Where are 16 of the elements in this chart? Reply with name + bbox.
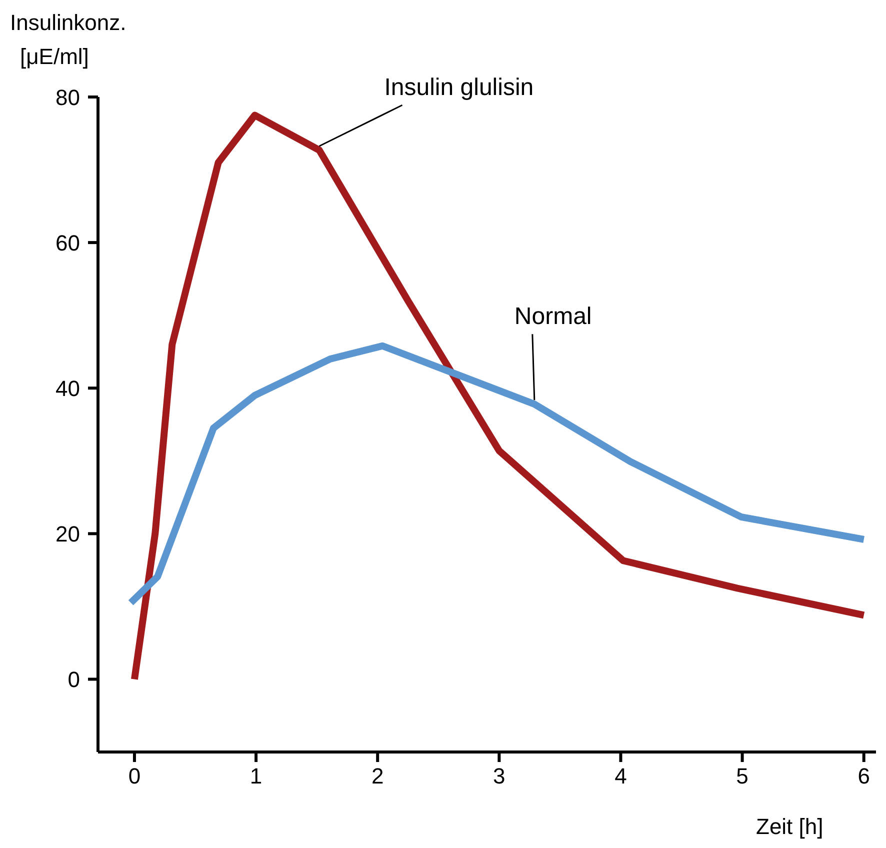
x-tick-label: 4 <box>614 764 627 789</box>
y-tick-label: 80 <box>56 84 80 110</box>
x-tick-label: 1 <box>250 764 262 789</box>
x-tick-label: 2 <box>371 764 384 789</box>
y-tick-label: 60 <box>56 230 80 256</box>
text: Insulin glulisin <box>384 74 534 102</box>
x-tick-label: 5 <box>736 764 748 789</box>
text: Normal <box>514 303 592 330</box>
x-tick-label: 0 <box>128 764 141 789</box>
y-axis-title: Insulinkonz. [μE/ml] <box>10 10 126 69</box>
x-axis-title: Zeit [h] <box>756 814 824 839</box>
y-tick-label: 0 <box>68 667 80 692</box>
x-tick-label: 6 <box>858 764 870 789</box>
y-tick-label: 40 <box>56 376 80 401</box>
x-tick-label: 3 <box>493 764 506 789</box>
y-tick-label: 20 <box>56 521 80 546</box>
